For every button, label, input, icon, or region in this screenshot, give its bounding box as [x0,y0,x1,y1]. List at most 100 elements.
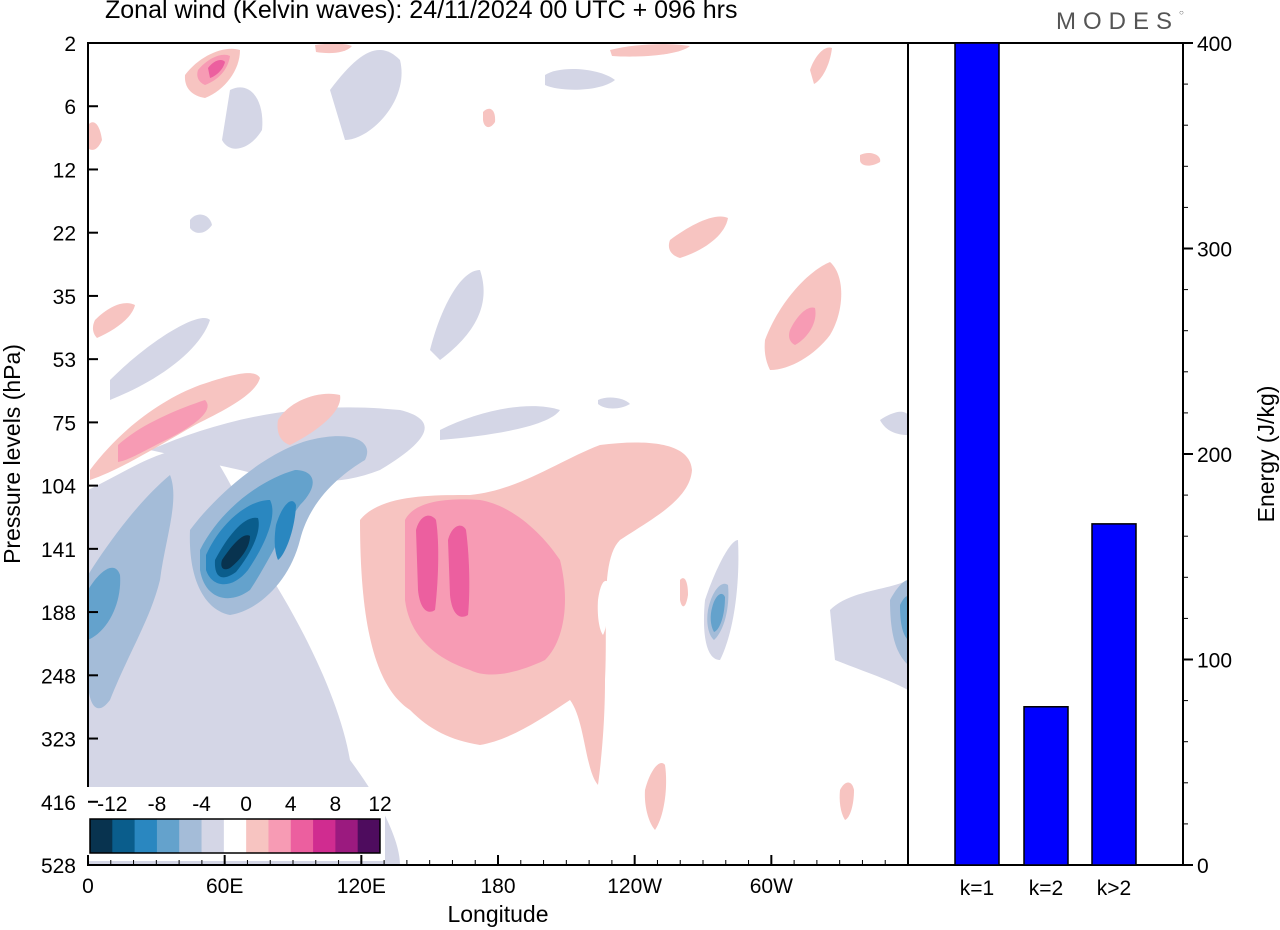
colorbar-label: 8 [330,793,342,816]
contour-pos-strong [416,515,439,612]
colorbar-swatch [290,819,314,853]
bar-x-axis: k=1 k=2 k>2 [960,877,1131,900]
contour-pos-mid [789,307,816,345]
y-tick-label: 141 [41,539,76,562]
y-tick-label: 104 [41,476,76,499]
colorbar-swatch [134,819,158,853]
contour-neg-core [221,535,250,570]
x-tick-label: 120E [337,875,386,898]
y-tick-label: 528 [41,855,76,878]
bar-category-label: k=2 [1029,877,1063,900]
contour-neg-light [440,406,560,440]
contour-pos-light [315,43,352,54]
contour-pos-light [810,47,832,84]
y-tick-label: 75 [53,412,76,435]
y-tick-label: 188 [41,602,76,625]
colorbar-swatch [179,819,203,853]
colorbar-label: 0 [240,793,252,816]
contour-pos-light [680,578,688,607]
colorbar-swatch [112,819,136,853]
contour-neg-light [330,50,402,140]
colorbar-swatch [90,819,113,853]
contour-neg-light [830,580,908,690]
x-tick-label: 60E [206,875,243,898]
contour-pos-strong [448,525,470,617]
colorbar-swatch [246,819,269,853]
energy-tick-label: 200 [1197,444,1232,467]
energy-tick-label: 400 [1197,33,1232,56]
y-tick-label: 22 [53,223,76,246]
energy-tick-label: 0 [1197,855,1209,878]
y-tick-label: 323 [41,729,76,752]
colorbar-swatch [335,819,359,853]
y-tick-label: 53 [53,349,76,372]
contour-neg-dark [900,596,908,640]
colorbar-swatch [268,819,292,853]
contour-gap [597,580,609,635]
colorbar-swatch [223,819,247,853]
contour-neg-light [598,397,630,409]
y-tick-label: 2 [64,33,76,56]
contour-pos-strong [208,60,225,78]
contour-pos-light [839,782,854,820]
y-tick-label: 12 [53,159,76,182]
contour-neg-light [110,318,210,400]
contour-pos-light [668,216,728,258]
contour-neg-deep [274,501,296,560]
brand-logo: MODES○ [1056,8,1184,35]
contour-neg-dark [710,593,725,632]
colorbar-label: -8 [148,793,167,816]
energy-tick-label: 100 [1197,650,1232,673]
contour-neg-light [222,87,263,149]
colorbar: -12 -8 -4 0 4 8 12 [85,787,392,861]
contour-pos-light [644,762,667,830]
bar-category-label: k=1 [960,877,994,900]
bar-k=1 [954,42,1000,866]
y-tick-label: 35 [53,286,76,309]
colorbar-swatch [357,819,381,853]
x-tick-label: 0 [82,875,94,898]
colorbar-label: -4 [192,793,211,816]
bar-category-label: k>2 [1097,877,1131,900]
contour-pos-light [483,108,496,128]
contour-neg-mid [88,475,174,709]
chart-title: Zonal wind (Kelvin waves): 24/11/2024 00… [105,0,738,24]
colorbar-label: 12 [368,793,391,816]
contour-pos-light [860,152,881,166]
contour-pos-light [92,303,135,338]
colorbar-outline [89,818,381,854]
colorbar-swatch [201,819,225,853]
colorbar-swatch [156,819,180,853]
y-tick-label: 248 [41,665,76,688]
contour-neg-light [545,68,615,90]
colorbar-label: 4 [285,793,297,816]
contour-pos-mid [405,499,565,675]
energy-axis-title: Energy (J/kg) [1253,386,1279,523]
contour-neg-light [880,411,908,435]
colorbar-swatch [313,819,336,853]
contour-neg-light [430,270,484,360]
y-tick-label: 416 [41,792,76,815]
bar-k>2 [1091,523,1137,866]
bar-y-axis: 0 100 200 300 400 [1183,33,1232,878]
heatmap-field [88,43,908,865]
colorbar-label: -12 [97,793,127,816]
x-tick-label: 180 [480,875,515,898]
energy-tick-label: 300 [1197,239,1232,262]
contour-pos-mid [118,400,208,462]
heatmap-y-axis: 2 6 12 22 35 53 75 104 141 188 248 323 416 528 [41,33,98,878]
bar-k=2 [1023,706,1069,866]
y-tick-label: 6 [64,96,76,119]
contour-neg-light [190,214,212,233]
contour-pos-light [610,44,690,57]
contour-pos-light [88,122,102,150]
heatmap-x-axis: 0 60E 120E 180 120W 60W [82,855,886,898]
contour-pos-light [277,393,341,445]
contour-neg-light [88,448,400,865]
x-tick-label: 120W [607,875,662,898]
x-axis-title: Longitude [447,901,548,927]
bar-series [954,42,1137,866]
contour-neg-dark [88,567,121,640]
y-axis-title: Pressure levels (hPa) [0,344,25,564]
